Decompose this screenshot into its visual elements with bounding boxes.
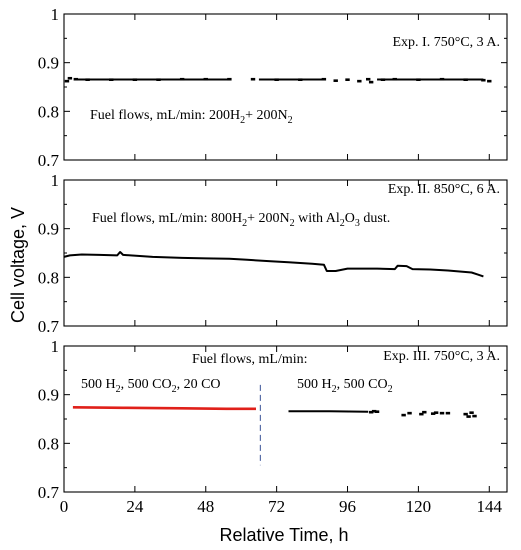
x-tick-label: 72 [268,497,285,516]
annotation-subscript: 2 [332,384,337,395]
x-tick-label: 144 [477,497,503,516]
annotation-subscript: 2 [388,384,393,395]
annotation-text: with Al [295,211,340,226]
data-point [463,412,468,416]
x-tick-label: 48 [197,497,214,516]
data-point [445,411,451,415]
panel-exp2: 0.7 0.8 0.9 1 Exp. II. 850°C, 6 A. Fuel flows… [38,171,508,336]
x-tick-label: 96 [339,497,356,516]
annotation: 500 H2, 500 CO2 [297,377,393,395]
data-point [401,413,406,417]
annotation-text: 500 H [81,377,116,392]
annotation-text: Exp. I. 750°C, 3 A. [393,35,501,50]
y-axis-title: Cell voltage, V [8,207,28,323]
annotation-text: , 500 CO [121,377,172,392]
annotation-subscript: 2 [172,384,177,395]
annotation-text: , 500 CO [337,377,388,392]
data-point [419,412,424,416]
data-point [345,78,350,81]
annotation: Fuel flows, mL/min: 200H2+ 200N2 [90,108,293,126]
y-tick-label: 0.9 [38,386,59,405]
data-point [357,79,362,83]
series-line [63,251,484,278]
data-point [433,411,439,414]
data-point [481,78,486,82]
data-point [430,412,436,415]
annotation-text: Fuel flows, mL/min: 800H [92,211,242,226]
annotation: Exp. II. 850°C, 6 A. [388,182,500,197]
annotation: Fuel flows, mL/min: 800H2+ 200N2 with Al… [92,211,390,229]
y-tick-label: 0.9 [38,220,59,239]
x-tick-label: 24 [126,497,144,516]
data-point [64,79,70,83]
data-point [407,411,412,415]
data-point [365,77,371,81]
data-point [487,79,492,83]
data-point [469,411,474,414]
panel-exp3: 0.7 0.8 0.9 1 Fuel flows, mL/min: Exp. III. 7… [38,337,508,502]
y-tick-label: 1 [51,5,60,24]
y-tick-label: 1 [51,171,60,190]
data-point [466,415,471,418]
annotation-text: Fuel flows, mL/min: [192,352,308,367]
panel-exp1: 0.7 0.8 0.9 1 Exp. I. 750°C, 3 A. Fuel flows,… [38,5,508,170]
annotation-subscript: 2 [242,218,247,229]
y-tick-label: 0.7 [38,483,60,502]
data-point [439,411,445,415]
data-point [368,80,374,84]
y-tick-label: 0.7 [38,151,60,170]
data-point [67,76,73,80]
data-point [371,409,377,413]
y-tick-label: 0.7 [38,317,60,336]
x-tick-label: 0 [60,497,69,516]
data-point [368,410,374,414]
annotation-text: Exp. II. 850°C, 6 A. [388,182,500,197]
annotation-text: + 200N [245,108,288,123]
annotation-text: dust. [360,211,390,226]
annotation-text: Fuel flows, mL/min: 200H [90,108,240,123]
series-line [72,406,256,411]
annotation-subscript: 2 [288,115,293,126]
annotation-subscript: 2 [340,218,345,229]
annotation-text: , 20 CO [177,377,221,392]
annotation: 500 H2, 500 CO2, 20 CO [81,377,221,395]
annotation: Fuel flows, mL/min: [192,352,308,367]
annotation-subscript: 2 [116,384,121,395]
data-point [472,414,477,418]
annotation: Exp. I. 750°C, 3 A. [393,35,501,50]
annotation: Exp. III. 750°C, 3 A. [383,349,500,364]
data-point [374,410,380,413]
y-tick-label: 0.9 [38,54,59,73]
x-tick-label: 120 [406,497,432,516]
annotation-text: Exp. III. 750°C, 3 A. [383,349,500,364]
annotation-subscript: 3 [355,218,360,229]
series-line [288,410,369,413]
x-axis-title: Relative Time, h [219,525,348,545]
panels-layer: 0.7 0.8 0.9 1 Exp. I. 750°C, 3 A. Fuel flows,… [38,5,508,516]
data-point [333,79,338,82]
panel-frame [63,179,508,327]
annotation-subscript: 2 [290,218,295,229]
annotation-text: + 200N [247,211,290,226]
y-tick-label: 0.8 [38,434,59,453]
data-point [250,77,256,81]
panel-frame [63,345,508,493]
y-tick-label: 0.8 [38,268,59,287]
y-tick-label: 1 [51,337,60,356]
annotation-subscript: 2 [240,115,245,126]
data-point [422,410,427,414]
y-tick-label: 0.8 [38,102,59,121]
annotation-text: 500 H [297,377,332,392]
annotation-text: O [345,211,355,226]
